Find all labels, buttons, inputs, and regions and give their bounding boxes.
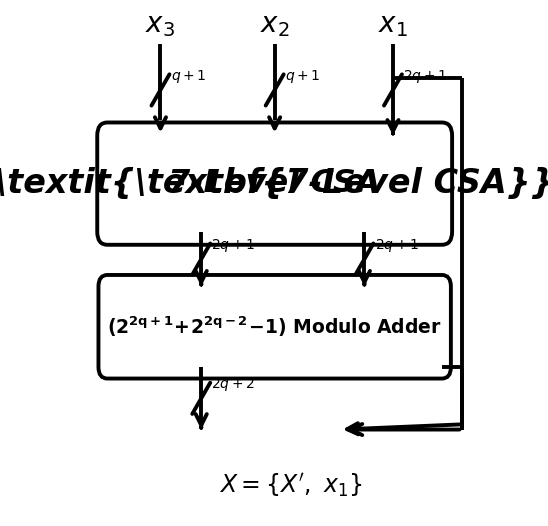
Text: 7-Level CSA: 7-Level CSA [168, 168, 381, 199]
FancyBboxPatch shape [99, 275, 451, 379]
Text: $2q+1$: $2q+1$ [212, 237, 256, 254]
Text: $x_1$: $x_1$ [378, 11, 408, 39]
Text: $x_2$: $x_2$ [260, 11, 289, 39]
Text: $2q+1$: $2q+1$ [403, 68, 448, 85]
Text: $q+1$: $q+1$ [170, 68, 206, 85]
Text: $x_3$: $x_3$ [145, 11, 175, 39]
Text: $X=\{X^{\prime},\ x_1\}$: $X=\{X^{\prime},\ x_1\}$ [219, 471, 363, 499]
Text: $\mathbf{(2^{2q+1}\!+\!2^{2q-2}\!-\!1)}$ $\mathbf{Modulo\ Adder}$: $\mathbf{(2^{2q+1}\!+\!2^{2q-2}\!-\!1)}$… [107, 315, 442, 339]
Text: $2q+2$: $2q+2$ [212, 376, 255, 393]
FancyBboxPatch shape [97, 123, 452, 245]
Text: $q+1$: $q+1$ [285, 68, 321, 85]
Text: $2q+1$: $2q+1$ [375, 237, 419, 254]
Text: \textit{\textbf{7-Level CSA}}: \textit{\textbf{7-Level CSA}} [0, 167, 548, 200]
